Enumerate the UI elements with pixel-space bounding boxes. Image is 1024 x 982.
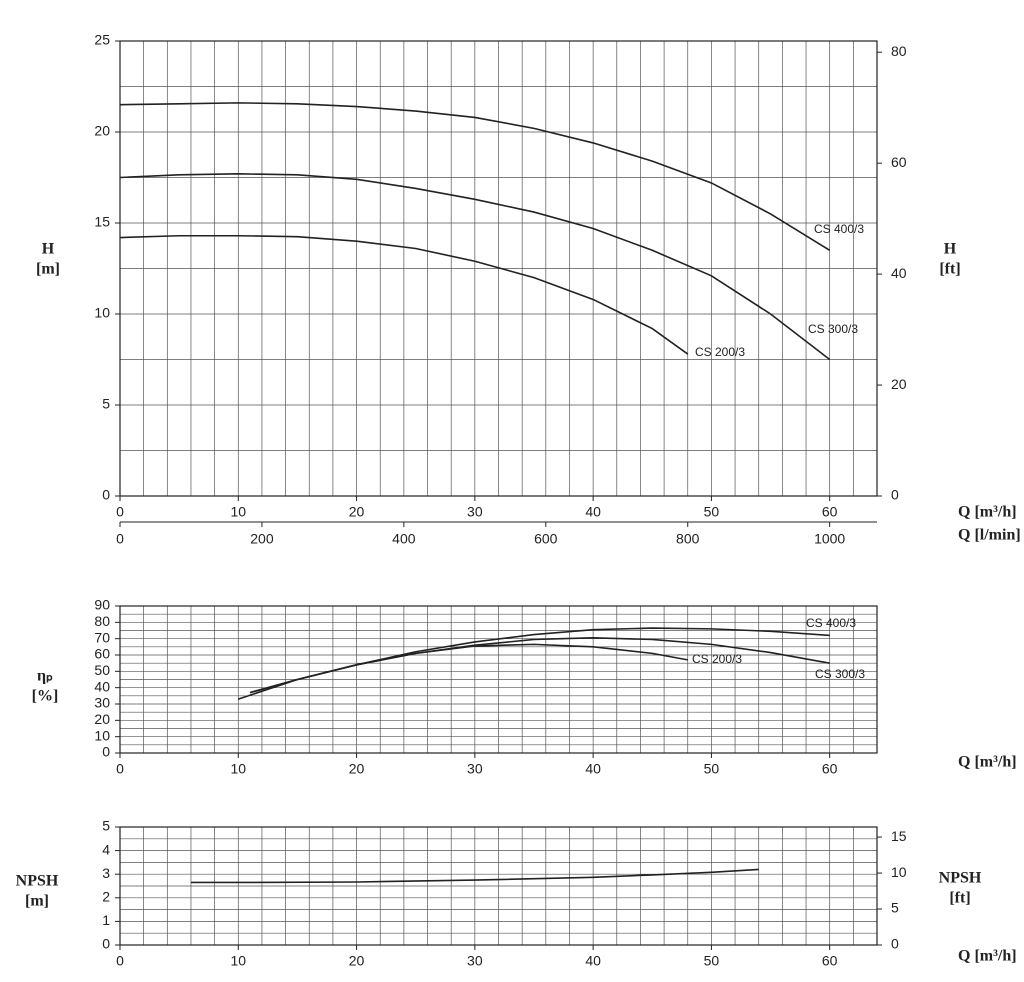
y2-tick-label: 5 — [891, 900, 899, 916]
y-tick-label: 1 — [102, 912, 110, 928]
series-label: CS 300/3 — [808, 322, 858, 336]
y-tick-label: 0 — [102, 744, 110, 760]
x-tick-label: 40 — [585, 761, 601, 777]
y-tick-label: 40 — [94, 678, 110, 694]
y-tick-label: 70 — [94, 629, 110, 645]
y-tick-label: 5 — [102, 396, 110, 412]
y-tick-label: 3 — [102, 865, 110, 881]
x-tick-label: 0 — [116, 761, 124, 777]
x-tick-label: 10 — [230, 504, 246, 520]
y2-tick-label: 60 — [891, 154, 907, 170]
series-label: CS 400/3 — [814, 222, 864, 236]
y-tick-label: 50 — [94, 662, 110, 678]
y2-label: NPSH — [939, 870, 982, 887]
series-label: CS 200/3 — [695, 345, 745, 359]
series-label: CS 300/3 — [815, 667, 865, 681]
curve — [119, 234, 689, 355]
x2-tick-label: 1000 — [814, 531, 845, 547]
x-label: Q [m³/h] — [958, 754, 1017, 771]
y2-tick-label: 0 — [891, 936, 899, 952]
x2-tick-label: 600 — [534, 531, 558, 547]
x-tick-label: 40 — [585, 953, 601, 969]
plot-frame — [119, 40, 878, 497]
y2-tick-label: 40 — [891, 265, 907, 281]
y2-label: H — [944, 241, 957, 258]
curve — [249, 643, 688, 694]
y-label: H — [42, 241, 55, 258]
curve — [190, 868, 759, 884]
y2-tick-label: 0 — [891, 487, 899, 503]
y2-tick-label: 80 — [891, 43, 907, 59]
y-tick-label: 0 — [102, 936, 110, 952]
y-tick-label: 30 — [94, 695, 110, 711]
curve — [119, 102, 831, 251]
y-label: NPSH — [16, 873, 59, 890]
x-tick-label: 50 — [704, 504, 720, 520]
y-label: [m] — [25, 893, 49, 910]
series-label: CS 200/3 — [692, 652, 742, 666]
x2-label: Q [l/min] — [958, 527, 1021, 544]
y2-tick-label: 20 — [891, 376, 907, 392]
x-tick-label: 0 — [116, 504, 124, 520]
curve — [119, 173, 831, 361]
plot-frame — [119, 605, 878, 754]
x-tick-label: 10 — [230, 953, 246, 969]
y2-label: [ft] — [939, 261, 960, 278]
y-tick-label: 5 — [102, 818, 110, 834]
y-tick-label: 15 — [94, 214, 110, 230]
series-label: CS 400/3 — [806, 616, 856, 630]
x2-tick-label: 400 — [392, 531, 416, 547]
y-tick-label: 20 — [94, 711, 110, 727]
y-tick-label: 25 — [94, 32, 110, 48]
x-label: Q [m³/h] — [958, 948, 1017, 965]
y-tick-label: 4 — [102, 841, 110, 857]
y-tick-label: 2 — [102, 889, 110, 905]
y-tick-label: 0 — [102, 487, 110, 503]
y-tick-label: 80 — [94, 613, 110, 629]
y2-tick-label: 15 — [891, 828, 907, 844]
x2-tick-label: 200 — [250, 531, 274, 547]
x-tick-label: 60 — [822, 953, 838, 969]
x-tick-label: 60 — [822, 504, 838, 520]
y-label: ηₚ — [37, 668, 53, 685]
y-tick-label: 10 — [94, 305, 110, 321]
x-tick-label: 30 — [467, 761, 483, 777]
x-tick-label: 30 — [467, 953, 483, 969]
y-tick-label: 10 — [94, 727, 110, 743]
x2-tick-label: 800 — [676, 531, 700, 547]
curve — [249, 627, 830, 694]
y2-tick-label: 10 — [891, 864, 907, 880]
y-tick-label: 60 — [94, 646, 110, 662]
plot-frame — [119, 826, 878, 946]
x-tick-label: 20 — [349, 761, 365, 777]
x-tick-label: 40 — [585, 504, 601, 520]
y2-label: [ft] — [949, 890, 970, 907]
x-tick-label: 20 — [349, 504, 365, 520]
x-tick-label: 30 — [467, 504, 483, 520]
y-label: [%] — [32, 688, 59, 705]
x-tick-label: 50 — [704, 953, 720, 969]
x-label: Q [m³/h] — [958, 504, 1017, 521]
x-tick-label: 0 — [116, 953, 124, 969]
x2-tick-label: 0 — [116, 531, 124, 547]
y-tick-label: 20 — [94, 123, 110, 139]
x-tick-label: 50 — [704, 761, 720, 777]
y-label: [m] — [36, 261, 60, 278]
x-tick-label: 20 — [349, 953, 365, 969]
x-tick-label: 60 — [822, 761, 838, 777]
x-tick-label: 10 — [230, 761, 246, 777]
y-tick-label: 90 — [94, 597, 110, 613]
